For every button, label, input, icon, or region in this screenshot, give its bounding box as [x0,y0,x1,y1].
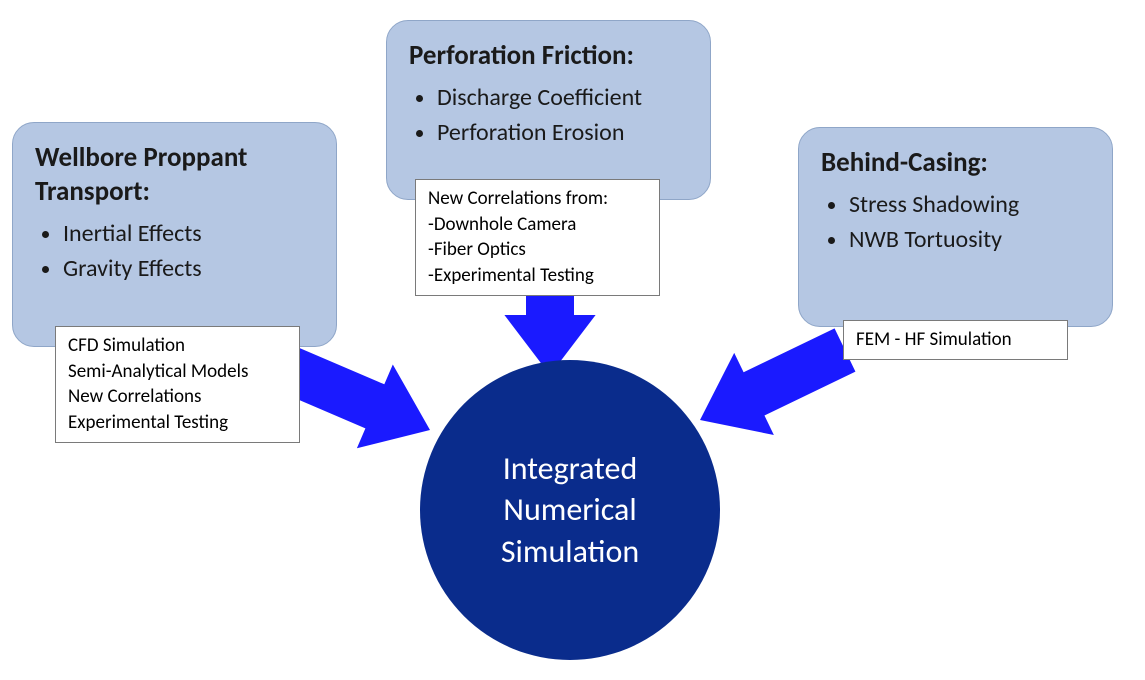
subbox-right-fem: FEM - HF Simulation [843,320,1068,360]
box-wellbore-proppant-transport: Wellbore Proppant Transport: Inertial Ef… [12,122,337,347]
subbox-center-correlations: New Correlations from: -Downhole Camera … [415,179,660,296]
subbox-line: New Correlations from: [428,186,647,212]
center-circle-integrated-simulation: Integrated Numerical Simulation [420,360,720,660]
circle-line: Numerical [501,489,639,531]
box-perforation-friction: Perforation Friction: Discharge Coeffici… [386,20,711,200]
subbox-line: Experimental Testing [68,410,287,436]
circle-text: Integrated Numerical Simulation [501,448,639,573]
bullet-list: Stress Shadowing NWB Tortuosity [821,190,1090,254]
subbox-line: New Correlations [68,384,287,410]
bullet-item: Discharge Coefficient [437,83,688,112]
bullet-item: NWB Tortuosity [849,225,1090,254]
bullet-list: Inertial Effects Gravity Effects [35,219,314,283]
bullet-list: Discharge Coefficient Perforation Erosio… [409,83,688,147]
subbox-left-methods: CFD Simulation Semi-Analytical Models Ne… [55,326,300,443]
subbox-line: -Downhole Camera [428,212,647,238]
box-behind-casing: Behind-Casing: Stress Shadowing NWB Tort… [798,127,1113,327]
circle-line: Simulation [501,531,639,573]
bullet-item: Gravity Effects [63,254,314,283]
subbox-line: -Fiber Optics [428,237,647,263]
bullet-item: Perforation Erosion [437,118,688,147]
bullet-item: Stress Shadowing [849,190,1090,219]
box-title: Wellbore Proppant Transport: [35,141,314,209]
subbox-line: CFD Simulation [68,333,287,359]
subbox-line: Semi-Analytical Models [68,359,287,385]
circle-line: Integrated [501,448,639,490]
box-title: Behind-Casing: [821,146,1090,180]
bullet-item: Inertial Effects [63,219,314,248]
subbox-line: -Experimental Testing [428,263,647,289]
subbox-line: FEM - HF Simulation [856,327,1055,353]
box-title: Perforation Friction: [409,39,688,73]
